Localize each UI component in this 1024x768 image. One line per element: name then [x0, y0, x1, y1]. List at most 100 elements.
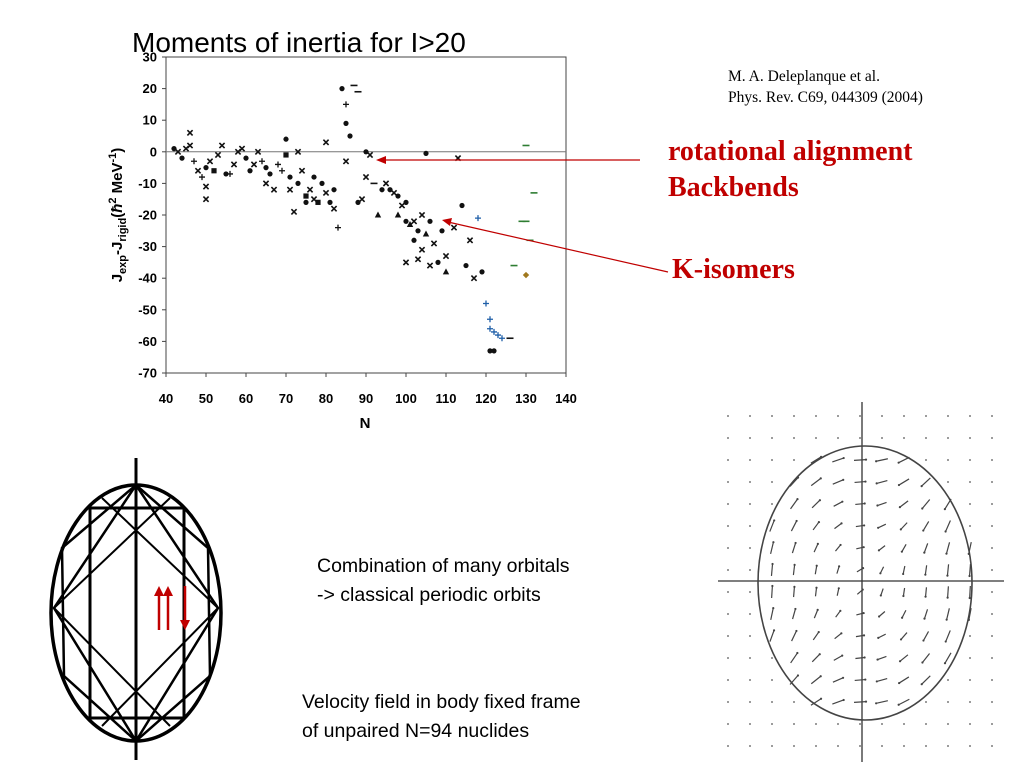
velocity-arrowhead [863, 502, 866, 505]
velocity-arrow [770, 563, 774, 577]
velocity-arrowhead [771, 584, 774, 588]
annotation-k-isomers: K-isomers [672, 254, 795, 285]
velocity-arrow [836, 588, 840, 596]
field-dot [991, 613, 993, 615]
field-dot [793, 745, 795, 747]
y-tick-label: -50 [138, 302, 157, 317]
velocity-arrow [769, 520, 775, 532]
velocity-arrow [876, 480, 888, 484]
x-tick-label: 120 [475, 391, 497, 406]
data-point [270, 186, 278, 193]
velocity-arrowhead [841, 676, 845, 679]
data-points [171, 84, 538, 354]
spin-up-up-icon [154, 586, 173, 630]
arrow-k-isomers [447, 221, 669, 273]
velocity-arrow [789, 477, 799, 487]
caption-velocity-line2: of unpaired N=94 nuclides [302, 720, 530, 742]
data-point [358, 196, 366, 203]
caption-velocity-field: Velocity field in body fixed frame of un… [302, 688, 581, 746]
data-point [287, 174, 293, 180]
field-dot [793, 415, 795, 417]
velocity-arrow [856, 612, 864, 616]
data-point [411, 237, 417, 243]
velocity-arrow [921, 653, 931, 663]
data-point [439, 228, 445, 234]
velocity-arrow [836, 566, 840, 574]
caption-orbitals: Combination of many orbitals -> classica… [317, 552, 570, 610]
velocity-arrowhead [795, 519, 798, 523]
velocity-arrow [898, 456, 910, 464]
data-point [191, 158, 197, 165]
velocity-arrowhead [862, 634, 866, 637]
data-point [211, 168, 217, 174]
data-point [223, 171, 229, 177]
velocity-field-diagram [718, 402, 1004, 762]
velocity-arrow [812, 631, 820, 641]
velocity-arrowhead [819, 455, 823, 458]
data-point [470, 275, 478, 282]
data-point [422, 230, 430, 237]
field-dot [991, 569, 993, 571]
slide-title: Moments of inertia for I>20 [132, 27, 466, 58]
data-point [306, 186, 314, 193]
data-point [463, 262, 469, 269]
data-point [290, 208, 298, 216]
data-point [283, 136, 289, 142]
velocity-arrowhead [946, 596, 949, 599]
field-dot [749, 415, 751, 417]
star-orbit-right [101, 497, 220, 727]
x-tick-label: 80 [319, 391, 333, 406]
ylabel-mev: MeV [109, 162, 126, 197]
velocity-arrow [790, 652, 798, 664]
velocity-arrow [834, 522, 842, 530]
field-dot [749, 723, 751, 725]
field-dot [969, 723, 971, 725]
field-dot [837, 745, 839, 747]
velocity-arrowhead [817, 630, 820, 634]
velocity-arrowhead [924, 595, 927, 598]
velocity-arrowhead [796, 651, 799, 655]
field-dot [947, 723, 949, 725]
velocity-arrowhead [944, 530, 947, 533]
field-dot [947, 701, 949, 703]
x-axis-label: N [360, 415, 371, 432]
field-dot [947, 415, 949, 417]
velocity-arrow [790, 520, 798, 532]
velocity-arrowhead [819, 477, 822, 480]
field-dot [991, 679, 993, 681]
x-tick-label: 90 [359, 391, 373, 406]
data-point [254, 148, 262, 155]
data-point [466, 237, 474, 244]
field-dot [727, 415, 729, 417]
velocity-arrowhead [902, 594, 905, 598]
velocity-arrow [835, 610, 841, 618]
field-dot [903, 415, 905, 417]
data-point [390, 189, 398, 197]
velocity-arrow [944, 498, 952, 510]
ylabel-j: J [109, 274, 126, 282]
data-point [295, 180, 301, 186]
velocity-arrowhead [864, 458, 868, 461]
data-point [279, 167, 285, 174]
field-dot [749, 503, 751, 505]
velocity-arrowhead [796, 674, 800, 677]
field-dot [793, 701, 795, 703]
velocity-arrowhead [946, 574, 949, 577]
velocity-arrowhead [842, 478, 845, 481]
velocity-arrowhead [879, 594, 882, 597]
velocity-arrow [814, 587, 818, 597]
data-point [303, 193, 309, 199]
velocity-arrowhead [875, 460, 878, 463]
velocity-arrow [898, 676, 910, 684]
ylabel-sup-neg1: -1 [107, 153, 119, 163]
field-dot [925, 437, 927, 439]
data-point [186, 129, 194, 137]
ylabel-exp: exp [117, 255, 129, 274]
velocity-arrowhead [842, 698, 845, 702]
velocity-arrow [811, 499, 821, 509]
field-dot [749, 525, 751, 527]
velocity-arrow [968, 542, 972, 554]
velocity-arrow [968, 563, 972, 577]
data-point [311, 174, 317, 180]
field-dot [749, 569, 751, 571]
